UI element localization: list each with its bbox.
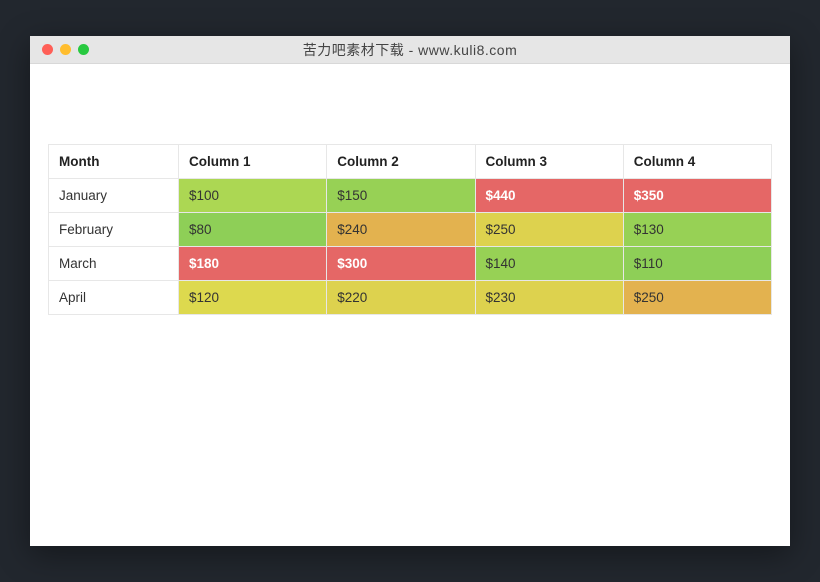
data-cell: $250 [475, 213, 623, 247]
data-cell: $440 [475, 179, 623, 213]
data-cell: $150 [327, 179, 475, 213]
col-header-1: Column 1 [179, 145, 327, 179]
data-cell: $220 [327, 281, 475, 315]
data-cell: $180 [179, 247, 327, 281]
data-cell: $300 [327, 247, 475, 281]
data-cell: $80 [179, 213, 327, 247]
page-content: MonthColumn 1Column 2Column 3Column 4 Ja… [30, 64, 790, 546]
table-header-row: MonthColumn 1Column 2Column 3Column 4 [49, 145, 772, 179]
row-label: January [49, 179, 179, 213]
browser-window: 苦力吧素材下载 - www.kuli8.com MonthColumn 1Col… [30, 36, 790, 546]
data-cell: $100 [179, 179, 327, 213]
row-label: March [49, 247, 179, 281]
col-header-month: Month [49, 145, 179, 179]
col-header-3: Column 3 [475, 145, 623, 179]
data-cell: $350 [623, 179, 771, 213]
data-cell: $110 [623, 247, 771, 281]
zoom-icon[interactable] [78, 44, 89, 55]
data-cell: $140 [475, 247, 623, 281]
data-cell: $240 [327, 213, 475, 247]
table-row: March$180$300$140$110 [49, 247, 772, 281]
window-title: 苦力吧素材下载 - www.kuli8.com [30, 40, 790, 60]
heatmap-table: MonthColumn 1Column 2Column 3Column 4 Ja… [48, 144, 772, 315]
data-cell: $120 [179, 281, 327, 315]
table-row: February$80$240$250$130 [49, 213, 772, 247]
row-label: April [49, 281, 179, 315]
table-row: January$100$150$440$350 [49, 179, 772, 213]
data-cell: $250 [623, 281, 771, 315]
data-cell: $130 [623, 213, 771, 247]
col-header-4: Column 4 [623, 145, 771, 179]
data-cell: $230 [475, 281, 623, 315]
row-label: February [49, 213, 179, 247]
window-titlebar: 苦力吧素材下载 - www.kuli8.com [30, 36, 790, 64]
minimize-icon[interactable] [60, 44, 71, 55]
table-row: April$120$220$230$250 [49, 281, 772, 315]
col-header-2: Column 2 [327, 145, 475, 179]
window-controls [30, 44, 89, 55]
close-icon[interactable] [42, 44, 53, 55]
